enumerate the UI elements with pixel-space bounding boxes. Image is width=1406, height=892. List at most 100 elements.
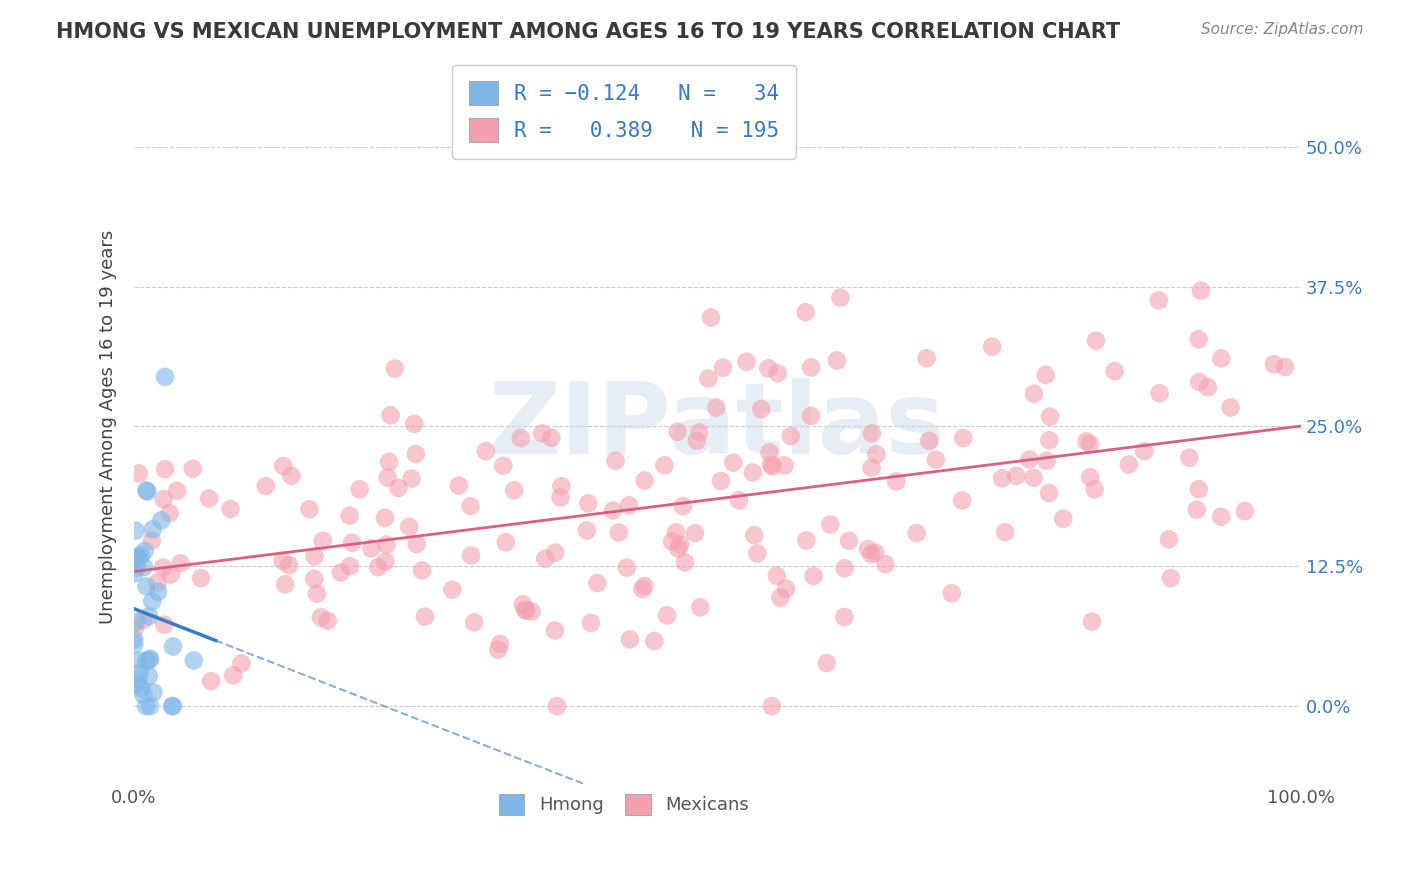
Point — [142, 522, 165, 536]
Point — [856, 542, 879, 557]
Point — [463, 615, 485, 630]
Point — [721, 456, 744, 470]
Point — [576, 496, 599, 510]
Point — [401, 472, 423, 486]
Point — [302, 572, 325, 586]
Point — [183, 653, 205, 667]
Point — [441, 582, 464, 597]
Point — [834, 561, 856, 575]
Text: ZIPatlas: ZIPatlas — [489, 378, 946, 475]
Point — [222, 668, 245, 682]
Point — [135, 483, 157, 498]
Point — [991, 471, 1014, 485]
Point — [125, 560, 148, 574]
Point — [1022, 471, 1045, 485]
Point — [316, 614, 339, 628]
Point — [800, 360, 823, 375]
Point — [142, 685, 165, 699]
Point — [710, 474, 733, 488]
Point — [374, 555, 396, 569]
Point — [686, 434, 709, 448]
Point — [460, 499, 482, 513]
Point — [803, 569, 825, 583]
Point — [398, 520, 420, 534]
Point — [181, 462, 204, 476]
Point — [775, 582, 797, 596]
Point — [375, 538, 398, 552]
Point — [1018, 452, 1040, 467]
Point — [950, 493, 973, 508]
Point — [447, 478, 470, 492]
Point — [495, 535, 517, 549]
Point — [704, 401, 727, 415]
Point — [166, 483, 188, 498]
Point — [700, 310, 723, 325]
Point — [602, 503, 624, 517]
Point — [1188, 482, 1211, 496]
Point — [1052, 512, 1074, 526]
Point — [405, 537, 427, 551]
Point — [125, 615, 148, 629]
Point — [860, 460, 883, 475]
Point — [413, 609, 436, 624]
Point — [132, 688, 155, 702]
Point — [127, 672, 149, 686]
Point — [360, 541, 382, 556]
Point — [1084, 483, 1107, 497]
Point — [838, 533, 860, 548]
Point — [503, 483, 526, 498]
Point — [742, 528, 765, 542]
Point — [271, 459, 294, 474]
Point — [875, 557, 897, 571]
Point — [340, 536, 363, 550]
Point — [384, 361, 406, 376]
Point — [631, 582, 654, 596]
Point — [697, 371, 720, 385]
Point — [135, 579, 157, 593]
Point — [162, 640, 184, 654]
Point — [271, 554, 294, 568]
Point — [865, 546, 887, 560]
Point — [135, 699, 157, 714]
Point — [1149, 386, 1171, 401]
Point — [779, 429, 801, 443]
Point — [1035, 454, 1057, 468]
Point — [124, 637, 146, 651]
Point — [586, 576, 609, 591]
Point — [747, 546, 769, 560]
Point — [125, 549, 148, 564]
Point — [758, 361, 780, 376]
Point — [711, 360, 734, 375]
Point — [1197, 380, 1219, 394]
Point — [672, 499, 695, 513]
Point — [607, 525, 630, 540]
Point — [761, 699, 783, 714]
Point — [515, 604, 537, 618]
Point — [546, 699, 568, 714]
Point — [309, 610, 332, 624]
Point — [378, 455, 401, 469]
Point — [633, 579, 655, 593]
Text: HMONG VS MEXICAN UNEMPLOYMENT AMONG AGES 16 TO 19 YEARS CORRELATION CHART: HMONG VS MEXICAN UNEMPLOYMENT AMONG AGES… — [56, 22, 1121, 42]
Point — [124, 566, 146, 581]
Point — [540, 431, 562, 445]
Point — [941, 586, 963, 600]
Point — [141, 533, 163, 548]
Point — [339, 508, 361, 523]
Point — [1157, 533, 1180, 547]
Point — [520, 605, 543, 619]
Point — [1078, 437, 1101, 451]
Point — [794, 305, 817, 319]
Point — [374, 511, 396, 525]
Point — [305, 587, 328, 601]
Point — [132, 613, 155, 627]
Point — [139, 651, 162, 665]
Point — [136, 484, 159, 499]
Point — [489, 637, 512, 651]
Point — [643, 634, 665, 648]
Point — [127, 653, 149, 667]
Point — [1085, 334, 1108, 348]
Point — [1038, 434, 1060, 448]
Point — [759, 458, 782, 472]
Point — [162, 699, 184, 714]
